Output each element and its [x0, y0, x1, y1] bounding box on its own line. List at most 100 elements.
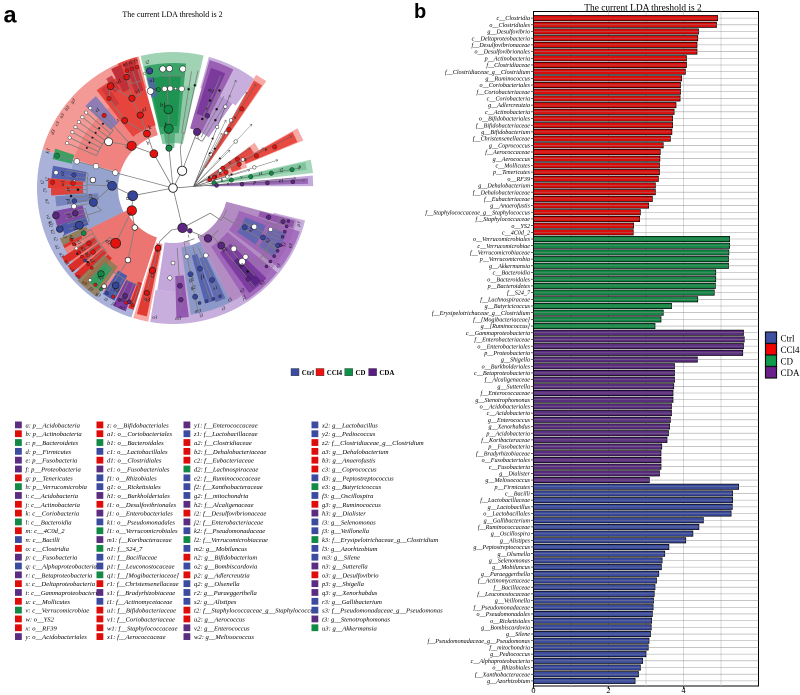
svg-text:o__Clostridiales: o__Clostridiales — [489, 23, 530, 29]
svg-text:g__Akkermansia: g__Akkermansia — [489, 264, 530, 270]
svg-text:g__[Ruminococcus]: g__[Ruminococcus] — [481, 324, 531, 330]
svg-text:h3: h3 — [260, 280, 267, 287]
svg-text:u2: g__Aerococcus: u2: g__Aerococcus — [194, 616, 245, 623]
svg-text:t1: t1 — [94, 106, 101, 113]
svg-text:m2: m2 — [118, 305, 126, 312]
svg-text:CDA: CDA — [781, 368, 800, 378]
svg-text:g__Butyricicoccus: g__Butyricicoccus — [485, 304, 531, 310]
svg-text:v1: v1 — [135, 88, 142, 95]
svg-text:o__Rhizobiales: o__Rhizobiales — [492, 666, 530, 672]
svg-text:a1: o__Coriobacteriales: a1: o__Coriobacteriales — [107, 431, 172, 438]
svg-text:a2: f__Clostridiaceae: a2: f__Clostridiaceae — [194, 440, 252, 447]
svg-text:Ctrl: Ctrl — [302, 370, 314, 377]
svg-text:z1: f__Lactobacillaceae: z1: f__Lactobacillaceae — [193, 431, 258, 438]
svg-text:g2: f__mitochondria: g2: f__mitochondria — [194, 493, 249, 500]
svg-text:c__Gammaproteobacteria: c__Gammaproteobacteria — [466, 331, 530, 337]
svg-text:i3: i3 — [221, 306, 227, 312]
svg-text:f__Desulfovibrionaceae: f__Desulfovibrionaceae — [471, 42, 530, 49]
svg-text:o__Enterobacteriales: o__Enterobacteriales — [477, 344, 530, 350]
svg-text:c__Mollicutes: c__Mollicutes — [495, 163, 530, 169]
svg-text:o__Pseudomonadales: o__Pseudomonadales — [477, 612, 531, 618]
svg-text:o: o — [126, 211, 134, 218]
svg-text:e2: f__Ruminococcaceae: e2: f__Ruminococcaceae — [194, 475, 261, 482]
svg-text:a: p__Acidobacteria: a: p__Acidobacteria — [26, 422, 81, 429]
svg-text:d3: d3 — [74, 274, 81, 281]
svg-text:s: s — [233, 116, 238, 120]
svg-text:t2: t2 — [120, 298, 126, 304]
svg-text:f__Enterobacteriaceae: f__Enterobacteriaceae — [474, 337, 530, 344]
svg-text:e1: e1 — [279, 179, 284, 184]
svg-text:v2: v2 — [61, 234, 68, 241]
svg-text:v2: g__Enterococcus: v2: g__Enterococcus — [194, 625, 250, 632]
svg-text:p1: f__Leuconostocaceae: p1: f__Leuconostocaceae — [106, 564, 175, 571]
svg-text:g__Pediococcus: g__Pediococcus — [490, 652, 531, 658]
svg-text:CDA: CDA — [379, 370, 394, 377]
svg-text:c__Bacteroidia: c__Bacteroidia — [493, 271, 530, 277]
svg-text:c__4C0d_2: c__4C0d_2 — [502, 230, 530, 236]
svg-text:u3: g__Akkermansia: u3: g__Akkermansia — [322, 625, 377, 632]
svg-text:f__Bradyrhizobiaceae: f__Bradyrhizobiaceae — [476, 450, 530, 457]
svg-text:f__Xanthobacteraceae: f__Xanthobacteraceae — [475, 671, 530, 678]
svg-text:c1: o__Lactobacillales: c1: o__Lactobacillales — [107, 449, 168, 456]
svg-text:s: c__Deltaproteobacteria: s: c__Deltaproteobacteria — [26, 581, 96, 588]
svg-text:k: k — [148, 125, 153, 132]
svg-text:b3: b3 — [62, 260, 69, 267]
svg-text:w1: w1 — [61, 180, 66, 186]
svg-text:e: e — [227, 182, 230, 187]
svg-text:p3: g__Shigella: p3: g__Shigella — [321, 581, 365, 588]
svg-text:f__Leuconostocaceae: f__Leuconostocaceae — [477, 591, 530, 598]
svg-text:c2: c2 — [88, 258, 95, 265]
svg-text:j3: j3 — [110, 301, 117, 308]
svg-text:x1: f__Aerococcaceae: x1: f__Aerococcaceae — [106, 634, 166, 641]
svg-text:a3: a3 — [59, 113, 66, 120]
svg-text:r2: g__Paraeggerthella: r2: g__Paraeggerthella — [194, 590, 258, 597]
svg-text:g__Mobiluncus: g__Mobiluncus — [492, 565, 531, 571]
svg-text:g3: g3 — [94, 292, 101, 299]
svg-text:f3: g__Oscillospira: f3: g__Oscillospira — [322, 493, 374, 500]
svg-text:The current LDA threshold is 2: The current LDA threshold is 2 — [584, 4, 702, 14]
svg-text:CD: CD — [356, 370, 366, 377]
svg-text:d3: d3 — [51, 129, 58, 136]
svg-text:j: c__Actinobacteria: j: c__Actinobacteria — [25, 502, 81, 509]
svg-text:g__Adlercreutzia: g__Adlercreutzia — [488, 103, 530, 109]
svg-text:g2: g2 — [190, 285, 196, 291]
svg-text:g__Sutterella: g__Sutterella — [497, 384, 530, 390]
svg-text:z: o__Bifidobacteriales: z: o__Bifidobacteriales — [106, 422, 169, 429]
svg-text:o__RF39: o__RF39 — [507, 177, 530, 183]
svg-text:p__Firmicutes: p__Firmicutes — [493, 485, 530, 491]
svg-text:g__Dialister: g__Dialister — [499, 471, 530, 477]
svg-text:h1: o__Burkholderiales: h1: o__Burkholderiales — [107, 493, 170, 500]
svg-text:f: f — [164, 121, 168, 128]
svg-text:h: p__Verrucomicrobia: h: p__Verrucomicrobia — [26, 484, 88, 491]
svg-text:f__S24_7: f__S24_7 — [507, 290, 531, 297]
svg-text:c3: g__Coprococcus: c3: g__Coprococcus — [322, 467, 377, 474]
svg-text:2: 2 — [606, 686, 610, 695]
svg-text:g__Lactobacillus: g__Lactobacillus — [488, 505, 531, 511]
svg-text:c__Fusobacteria: c__Fusobacteria — [489, 465, 530, 471]
svg-text:g__Selenomonas: g__Selenomonas — [489, 559, 531, 565]
svg-text:u: c__Mollicutes: u: c__Mollicutes — [26, 599, 71, 606]
svg-text:g: g — [214, 174, 219, 180]
svg-text:n1: f__S24_7: n1: f__S24_7 — [107, 546, 143, 553]
svg-text:w2: w2 — [46, 221, 53, 228]
svg-text:c__Deltaproteobacteria: c__Deltaproteobacteria — [472, 36, 530, 42]
svg-text:k2: k2 — [265, 237, 272, 244]
svg-text:f__Staphylococcaceae: f__Staphylococcaceae — [476, 216, 531, 223]
svg-text:k: k — [264, 147, 269, 153]
svg-text:f1: o__Rhizobiales: f1: o__Rhizobiales — [107, 475, 157, 482]
svg-text:t1: t1 — [259, 172, 264, 178]
svg-text:t: t — [187, 234, 190, 239]
svg-text:b3: g__Anaerofustis: b3: g__Anaerofustis — [322, 458, 376, 465]
svg-text:z2: f__Clostridiaceae_g__Clost: z2: f__Clostridiaceae_g__Clostridium — [321, 440, 424, 447]
svg-text:u1: u1 — [115, 78, 123, 86]
svg-text:q1: q1 — [47, 220, 53, 226]
svg-text:4: 4 — [681, 686, 686, 695]
svg-text:x: o__RF39: x: o__RF39 — [25, 625, 58, 632]
svg-text:a2: a2 — [79, 246, 86, 253]
svg-text:s: s — [156, 248, 160, 254]
svg-text:f__Verrucomicrobiaceae: f__Verrucomicrobiaceae — [470, 250, 530, 257]
svg-text:CD: CD — [781, 356, 794, 366]
svg-text:e: p__Fusobacteria: e: p__Fusobacteria — [26, 458, 79, 465]
svg-text:o__Coriobacteriales: o__Coriobacteriales — [480, 83, 531, 89]
svg-text:g3: g3 — [70, 98, 77, 105]
